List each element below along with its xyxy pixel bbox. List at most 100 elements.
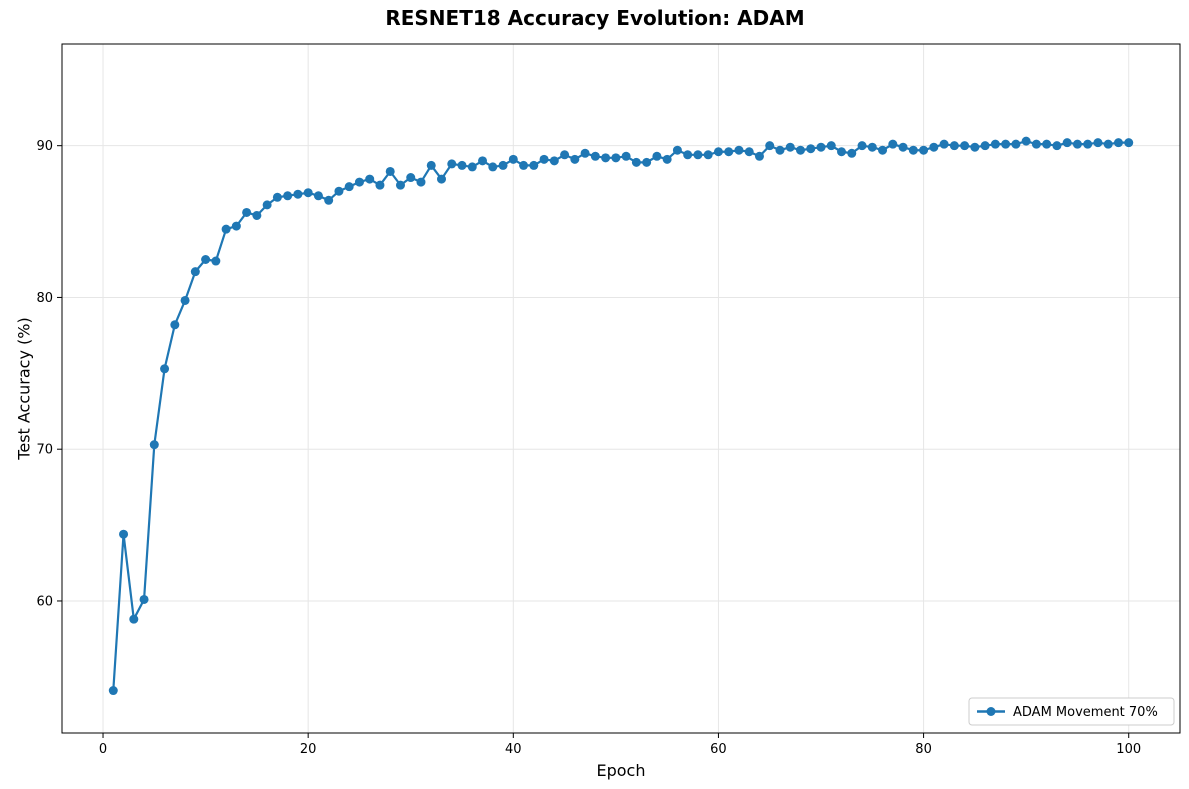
data-point: [406, 173, 416, 183]
y-axis-label: Test Accuracy (%): [15, 317, 34, 460]
data-point: [878, 145, 888, 155]
data-point: [908, 145, 918, 155]
data-point: [754, 151, 764, 161]
data-point: [1083, 139, 1093, 149]
x-tick-label: 0: [99, 742, 107, 757]
data-point: [519, 160, 529, 170]
data-point: [888, 139, 898, 149]
y-tick-label: 90: [36, 139, 53, 154]
data-point: [129, 614, 139, 624]
data-point: [703, 150, 713, 160]
data-point: [837, 147, 847, 157]
data-point: [119, 529, 129, 539]
data-point: [529, 160, 539, 170]
data-point: [139, 594, 149, 604]
data-point: [508, 154, 518, 164]
data-point: [283, 191, 293, 201]
data-point: [785, 142, 795, 152]
data-point: [272, 192, 282, 202]
data-point: [857, 141, 867, 151]
data-point: [929, 142, 939, 152]
data-point: [683, 150, 693, 160]
data-point: [324, 195, 334, 205]
data-point: [1103, 139, 1113, 149]
data-point: [713, 147, 723, 157]
x-tick-label: 20: [300, 742, 317, 757]
data-point: [365, 174, 375, 184]
legend-box: [968, 697, 1175, 726]
data-point: [590, 151, 600, 161]
data-point: [744, 147, 754, 157]
y-tick-label: 70: [36, 443, 53, 458]
data-point: [149, 440, 159, 450]
data-point: [549, 156, 559, 166]
x-tick-label: 80: [915, 742, 932, 757]
data-point: [631, 157, 641, 167]
data-point: [539, 154, 549, 164]
data-point: [898, 142, 908, 152]
data-point: [939, 139, 949, 149]
data-point: [775, 145, 785, 155]
data-point: [385, 166, 395, 176]
data-point: [1001, 139, 1011, 149]
data-point: [498, 160, 508, 170]
data-point: [108, 686, 118, 696]
data-point: [170, 320, 180, 330]
data-point: [1062, 138, 1072, 148]
data-point: [970, 142, 980, 152]
data-point: [426, 160, 436, 170]
data-point: [990, 139, 1000, 149]
data-point: [313, 191, 323, 201]
data-point: [395, 180, 405, 190]
data-point: [334, 186, 344, 196]
chart-title: RESNET18 Accuracy Evolution: ADAM: [385, 6, 804, 30]
data-point: [1042, 139, 1052, 149]
data-point: [560, 150, 570, 160]
data-point: [488, 162, 498, 172]
data-point: [344, 182, 354, 192]
data-point: [611, 153, 621, 163]
data-point: [437, 174, 446, 184]
data-point: [949, 141, 959, 151]
y-tick-label: 60: [36, 594, 53, 609]
data-point: [1031, 139, 1041, 149]
data-point: [980, 141, 990, 151]
data-point: [180, 295, 190, 305]
x-axis-label: Epoch: [597, 761, 646, 780]
data-point: [1124, 138, 1134, 148]
data-point: [303, 188, 313, 198]
data-point: [580, 148, 590, 158]
data-point: [652, 151, 662, 161]
data-point: [211, 256, 221, 266]
data-point: [734, 145, 744, 155]
data-point: [662, 154, 672, 164]
data-point: [765, 141, 775, 151]
data-point: [293, 189, 303, 199]
plot-frame: [61, 43, 1181, 734]
data-point: [693, 150, 703, 160]
data-point: [252, 210, 262, 220]
data-point: [190, 267, 200, 277]
series-layer: [108, 136, 1134, 696]
data-point: [1072, 139, 1082, 149]
data-point: [1021, 136, 1031, 146]
data-point: [160, 364, 170, 374]
data-point: [457, 160, 467, 170]
data-point: [642, 157, 652, 167]
data-point: [919, 145, 929, 155]
data-point: [847, 148, 857, 158]
grid: [62, 44, 1180, 733]
y-tick-label: 80: [36, 291, 53, 306]
data-point: [262, 200, 272, 210]
data-point: [1011, 139, 1021, 149]
data-point: [796, 145, 805, 155]
data-point: [672, 145, 682, 155]
legend: ADAM Movement 70%: [968, 697, 1175, 726]
data-point: [1052, 141, 1062, 151]
data-point: [1113, 138, 1123, 148]
data-point: [354, 177, 364, 187]
data-point: [221, 224, 231, 234]
x-tick-label: 60: [710, 742, 727, 757]
x-tick-label: 100: [1116, 742, 1141, 757]
